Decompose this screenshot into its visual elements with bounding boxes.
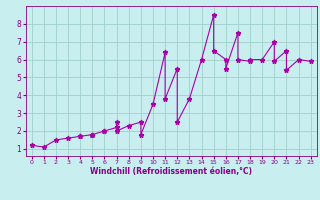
X-axis label: Windchill (Refroidissement éolien,°C): Windchill (Refroidissement éolien,°C)	[90, 167, 252, 176]
